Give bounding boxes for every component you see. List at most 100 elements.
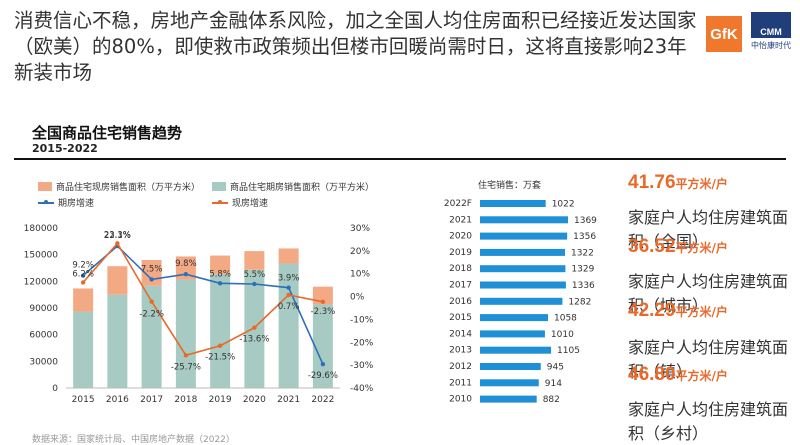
x-tick-label: 2020 [243,395,266,405]
stat-value: 41.76 [628,172,676,193]
stat-unit: 平方米/户 [675,177,728,191]
hbar-chart-title: 住宅销售：万套 [478,181,542,191]
hbar-value-label: 1322 [571,248,594,258]
hbar-bar [480,346,552,354]
presale-growth-label: 9.8% [175,259,197,269]
hbar-category-label: 2014 [449,329,472,339]
x-tick-label: 2021 [277,395,300,405]
y-tick-label: 60000 [29,331,58,341]
y2-tick-label: 20% [350,247,370,257]
hbar-category-label: 2019 [449,248,472,258]
stat-value: 36.52 [628,236,676,257]
existing-growth-point [115,241,120,246]
cmm-logo-mark: CMM [751,12,791,38]
stat-value: 46.80 [628,364,676,385]
hbar-category-label: 2010 [449,395,472,405]
legend-label: 商品住宅现房销售面积（万平方米） [56,183,201,193]
hbar-category-label: 2011 [449,378,472,388]
gfk-logo: GfK [706,16,742,52]
stat-unit: 平方米/户 [675,369,728,383]
bar-existing-area [278,248,299,264]
bar-presale-area [107,294,128,388]
hbar-value-label: 914 [545,379,562,389]
divider [14,158,786,160]
hbar-value-label: 945 [547,363,564,373]
y2-tick-label: 10% [350,270,370,280]
hbar-value-label: 1356 [573,232,596,242]
stat-unit: 平方米/户 [675,241,728,255]
legend-swatch-existing [38,182,52,191]
bar-existing-area [312,286,333,305]
legend-presale-area: 商品住宅期房销售面积（万平方米） [212,180,374,193]
existing-growth-point [183,353,189,358]
existing-growth-point [320,299,326,305]
bar-presale-area [312,304,333,388]
stat-label: 家庭户人均住房建筑面积（全国） [628,208,789,251]
presale-growth-point [286,285,291,290]
stat-label: 家庭户人均住房建筑面积（镇） [628,338,789,381]
bar-existing-area [244,251,265,270]
existing-growth-point [217,343,223,348]
presale-growth-point [80,273,86,278]
presale-growth-label: 5.8% [209,269,231,279]
bar-presale-area [175,279,196,388]
hbar-category-label: 2013 [449,346,472,356]
y2-tick-label: 0% [350,293,365,303]
y2-tick-label: -30% [350,361,374,371]
hbar-category-label: 2022F [444,199,472,209]
existing-growth-point [286,292,291,298]
sales-area-combo-chart: 0 30000 60000 90000 120000 150000 180000 30% 20%… [24,224,374,405]
legend-label: 期房增速 [58,199,95,209]
x-tick-label: 2022 [311,395,334,405]
hbar-value-label: 1282 [568,297,591,307]
y-tick-label: 120000 [24,277,59,287]
existing-growth-point [149,299,154,304]
x-tick-label: 2017 [140,395,163,405]
footnote: 数据来源：国家统计局、中国房地产数据（2022） [32,435,235,445]
hbar-value-label: 1022 [552,200,575,210]
legend-line-presale-growth [38,199,54,204]
existing-growth-label: 6.2% [72,269,94,279]
housing-sales-units-chart: 2022F 1022 2021 1369 2020 1356 2019 1322 2018 132… [444,199,597,405]
existing-growth-label: 0.7% [278,302,300,312]
stat-label: 家庭户人均住房建筑面积（城市） [628,272,789,315]
y2-tick-label: -40% [350,384,374,394]
hbar-bar [480,216,569,224]
section-title: 全国商品住宅销售趋势 [32,124,183,142]
hbar-bar [480,281,566,289]
bar-presale-area [73,311,94,388]
legend-label: 商品住宅期房销售面积（万平方米） [230,183,375,193]
hbar-category-label: 2017 [449,281,472,291]
hbar-bar [480,297,563,305]
hbar-value-label: 1105 [557,346,580,356]
hbar-bar [480,363,541,370]
existing-growth-line [82,241,324,357]
presale-growth-label: 9.2% [72,261,94,271]
hbar-bar [480,330,545,338]
hbar-value-label: 1010 [551,330,574,340]
hbar-bar [480,395,537,403]
presale-growth-label: 5.5% [244,270,266,280]
presale-growth-point [149,277,154,282]
hbar-value-label: 1369 [574,216,597,226]
presale-growth-label: -29.6% [308,371,338,381]
bar-presale-area [278,263,299,388]
hbar-value-label: 1336 [572,281,595,291]
y2-tick-label: -10% [350,315,374,325]
hbar-bar [480,379,539,387]
hbar-value-label: 882 [543,395,560,405]
x-tick-label: 2019 [209,395,232,405]
stat-unit: 平方米/户 [675,305,728,319]
presale-growth-point [252,281,257,287]
x-tick-label: 2016 [106,395,129,405]
hbar-value-label: 1329 [571,265,594,275]
stat-value: 42.29 [628,300,676,321]
legend-line-existing-growth [212,199,228,204]
y-tick-label: 0 [52,384,58,394]
hbar-category-label: 2015 [449,313,472,323]
presale-growth-label: 7.5% [141,264,163,274]
hbar-bar [480,248,565,256]
existing-growth-label: -2.2% [139,310,164,320]
existing-growth-point [80,280,86,285]
y2-tick-label: 30% [350,224,370,234]
